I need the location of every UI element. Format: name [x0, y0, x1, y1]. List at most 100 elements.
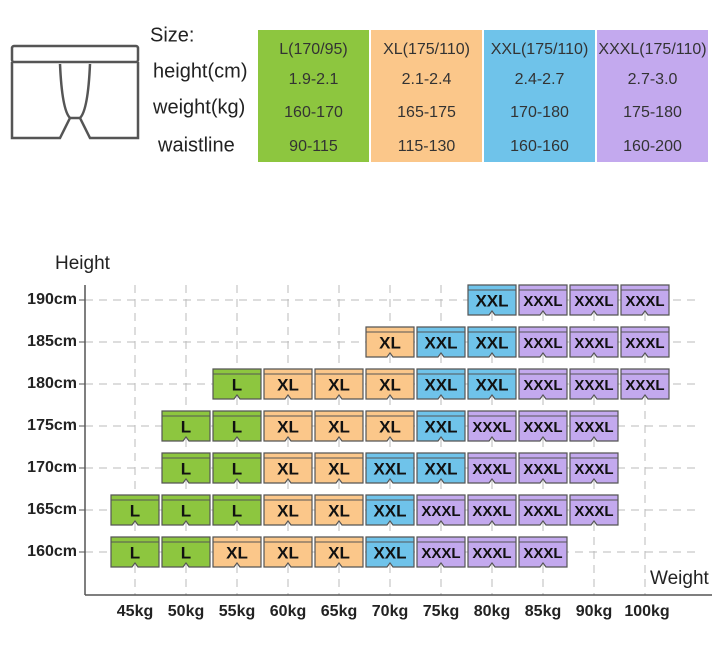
column-header: XXL(175/110) [491, 41, 589, 58]
size-icon-label: XL [277, 417, 299, 436]
size-icon-label: XL [277, 543, 299, 562]
size-icon-label: XXL [373, 501, 406, 520]
y-tick-label: 175cm [27, 417, 77, 434]
size-icon-label: XXXL [523, 293, 562, 310]
x-tick-label: 65kg [321, 603, 357, 620]
size-icon-label: L [181, 459, 191, 478]
column-header: XL(175/110) [383, 41, 470, 58]
row-label: height(cm) [153, 60, 247, 82]
size-column [258, 30, 369, 162]
size-icon-label: L [181, 543, 191, 562]
size-icon-label: XXXL [574, 335, 613, 352]
size-icon-label: XL [277, 501, 299, 520]
size-cell: 160-160 [510, 138, 569, 155]
x-tick-label: 50kg [168, 603, 204, 620]
y-tick-label: 160cm [27, 543, 77, 560]
size-icon-label: XXXL [625, 335, 664, 352]
size-cell: 2.4-2.7 [515, 71, 565, 88]
size-icon-label: XXXL [523, 335, 562, 352]
x-tick-label: 45kg [117, 603, 153, 620]
size-column [484, 30, 595, 162]
y-tick-label: 170cm [27, 459, 77, 476]
size-icon-label: XL [328, 459, 350, 478]
size-icon-label: XL [226, 543, 248, 562]
size-icon-label: XXXL [421, 503, 460, 520]
size-icon-label: XL [328, 375, 350, 394]
size-icon-label: XL [379, 333, 401, 352]
size-icon-label: XXXL [574, 419, 613, 436]
size-icon-label: XXL [373, 543, 406, 562]
size-icon-label: XL [328, 543, 350, 562]
size-cell: 90-115 [289, 138, 338, 155]
size-icon-label: XXXL [421, 545, 460, 562]
y-axis-label: Height [55, 253, 111, 274]
size-icon-label: XXXL [472, 419, 511, 436]
size-icon-label: XXL [475, 375, 508, 394]
column-header: L(170/95) [279, 41, 348, 58]
size-cell: 160-200 [623, 138, 682, 155]
size-cell: 175-180 [623, 104, 682, 121]
size-icon-label: L [130, 501, 140, 520]
size-icon-label: L [232, 501, 242, 520]
size-icon-label: L [181, 501, 191, 520]
size-icon-label: XXL [373, 459, 406, 478]
size-icon-label: XL [379, 375, 401, 394]
size-cell: 1.9-2.1 [289, 71, 339, 88]
size-icon-label: XXXL [472, 503, 511, 520]
size-icon-label: XXL [424, 417, 457, 436]
size-icon-label: L [232, 459, 242, 478]
row-label: Size: [150, 24, 194, 46]
y-tick-label: 190cm [27, 291, 77, 308]
size-icon-label: XL [277, 375, 299, 394]
size-icon-label: XXL [475, 333, 508, 352]
shorts-illustration [10, 44, 140, 140]
size-icon-label: XXXL [574, 503, 613, 520]
size-column [597, 30, 708, 162]
y-tick-label: 180cm [27, 375, 77, 392]
x-tick-label: 75kg [423, 603, 459, 620]
size-cell: 160-170 [284, 104, 343, 121]
size-icon-label: L [232, 375, 242, 394]
size-icon-label: XXXL [523, 461, 562, 478]
x-tick-label: 90kg [576, 603, 612, 620]
size-icon-label: XXL [424, 333, 457, 352]
size-icon-label: XL [379, 417, 401, 436]
x-axis-label: Weight [650, 568, 710, 589]
size-icon-label: XL [328, 501, 350, 520]
size-icon-label: L [232, 417, 242, 436]
y-tick-label: 185cm [27, 333, 77, 350]
size-column [371, 30, 482, 162]
size-icon-label: XXXL [523, 377, 562, 394]
size-cell: 2.7-3.0 [628, 71, 678, 88]
size-icon-label: L [181, 417, 191, 436]
size-icon-label: XXXL [574, 377, 613, 394]
x-tick-label: 80kg [474, 603, 510, 620]
size-icon-label: XXXL [472, 545, 511, 562]
size-icon-label: XXL [475, 291, 508, 310]
size-icon-label: XL [328, 417, 350, 436]
x-tick-label: 60kg [270, 603, 306, 620]
size-icon-label: XXL [424, 375, 457, 394]
size-icon-label: XXXL [523, 503, 562, 520]
size-icon-label: XL [277, 459, 299, 478]
size-icon-label: XXXL [472, 461, 511, 478]
size-icon-label: XXXL [625, 293, 664, 310]
size-icon-label: XXXL [523, 545, 562, 562]
size-cell: 2.1-2.4 [402, 71, 452, 88]
size-icon-label: XXXL [574, 461, 613, 478]
size-icon-label: XXXL [574, 293, 613, 310]
size-cell: 165-175 [397, 104, 456, 121]
column-header: XXXL(175/110) [598, 41, 706, 58]
size-icon-label: XXXL [625, 377, 664, 394]
row-label: waistline [157, 134, 235, 156]
size-cell: 115-130 [398, 138, 456, 155]
x-tick-label: 70kg [372, 603, 408, 620]
x-tick-label: 100kg [624, 603, 669, 620]
y-tick-label: 165cm [27, 501, 77, 518]
size-cell: 170-180 [510, 104, 569, 121]
size-icon-label: L [130, 543, 140, 562]
x-tick-label: 85kg [525, 603, 561, 620]
x-tick-label: 55kg [219, 603, 255, 620]
size-icon-label: XXXL [523, 419, 562, 436]
